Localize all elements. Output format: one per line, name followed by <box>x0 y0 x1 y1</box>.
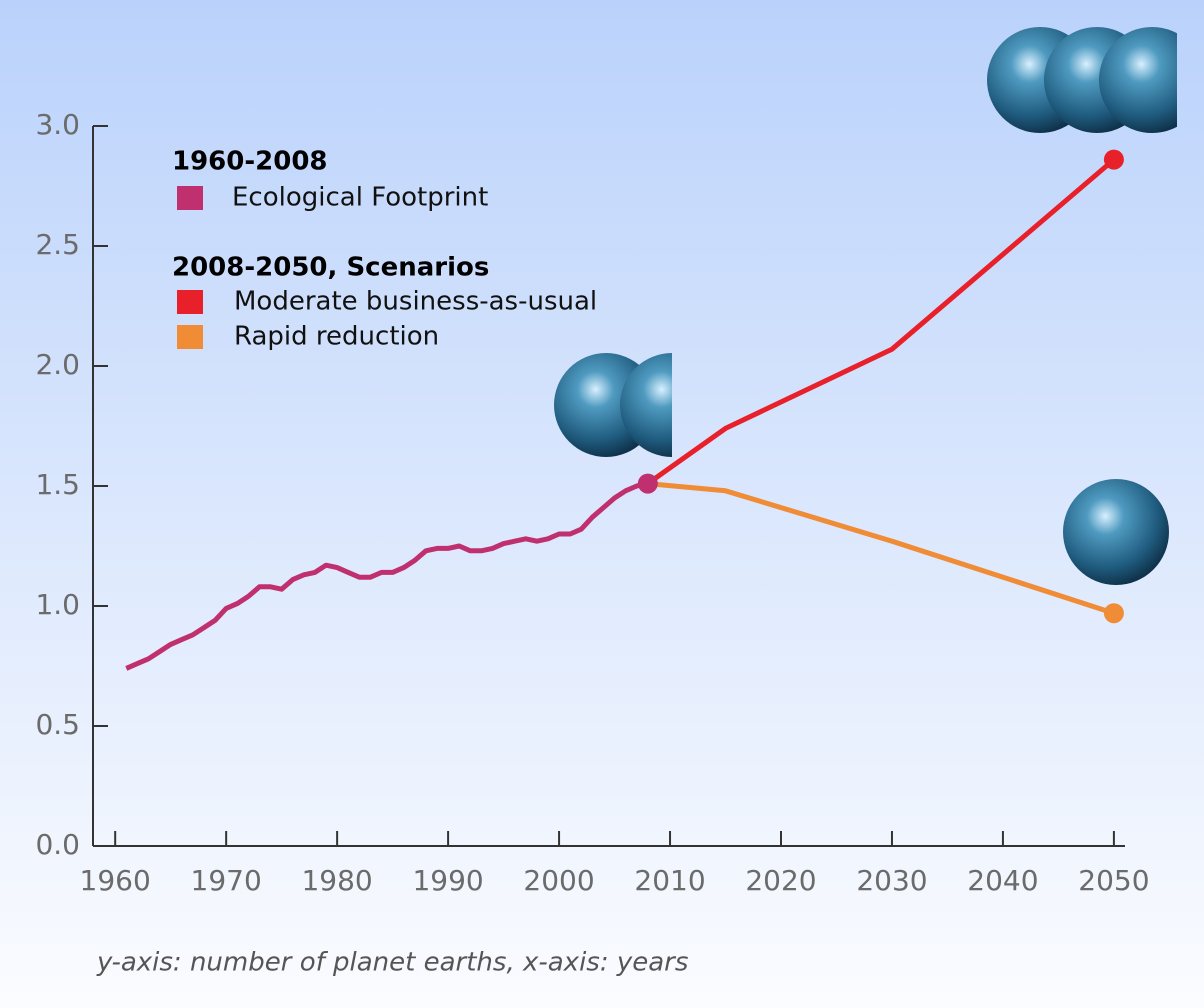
x-tick-label: 2010 <box>634 864 705 897</box>
legend-label: Ecological Footprint <box>232 183 488 213</box>
legend-title: 1960-2008 <box>172 147 328 177</box>
y-tick-label: 2.0 <box>35 348 80 381</box>
legend-swatch <box>177 186 203 210</box>
legend-swatch <box>177 325 203 349</box>
x-tick-label: 2040 <box>967 864 1038 897</box>
y-tick-label: 1.5 <box>35 468 80 501</box>
x-tick-label: 2000 <box>523 864 594 897</box>
x-tick-label: 1980 <box>301 864 372 897</box>
x-tick-label: 2020 <box>745 864 816 897</box>
y-tick-label: 0.5 <box>35 708 80 741</box>
y-tick-label: 2.5 <box>35 228 80 261</box>
earth-icons <box>987 27 1177 133</box>
x-tick-label: 1990 <box>412 864 483 897</box>
end-marker <box>1103 603 1124 624</box>
series-line <box>647 481 1115 616</box>
legend-label: Rapid reduction <box>234 322 439 352</box>
axis-note: y-axis: number of planet earths, x-axis:… <box>96 948 688 978</box>
earth-icon <box>1063 479 1169 585</box>
earth-icons <box>554 353 672 457</box>
y-tick-label: 1.0 <box>35 588 80 621</box>
end-marker <box>1103 149 1124 170</box>
end-marker <box>637 473 658 494</box>
series-line <box>646 157 1116 486</box>
x-tick-label: 2050 <box>1078 864 1149 897</box>
legend-label: Moderate business-as-usual <box>234 287 597 317</box>
x-tick-label: 1960 <box>80 864 151 897</box>
x-tick-label: 1970 <box>191 864 262 897</box>
legend-title: 2008-2050, Scenarios <box>172 253 489 283</box>
series-line <box>125 481 649 671</box>
y-tick-label: 0.0 <box>35 828 80 861</box>
x-tick-label: 2030 <box>856 864 927 897</box>
y-tick-label: 3.0 <box>35 108 80 141</box>
legend-swatch <box>177 290 203 314</box>
